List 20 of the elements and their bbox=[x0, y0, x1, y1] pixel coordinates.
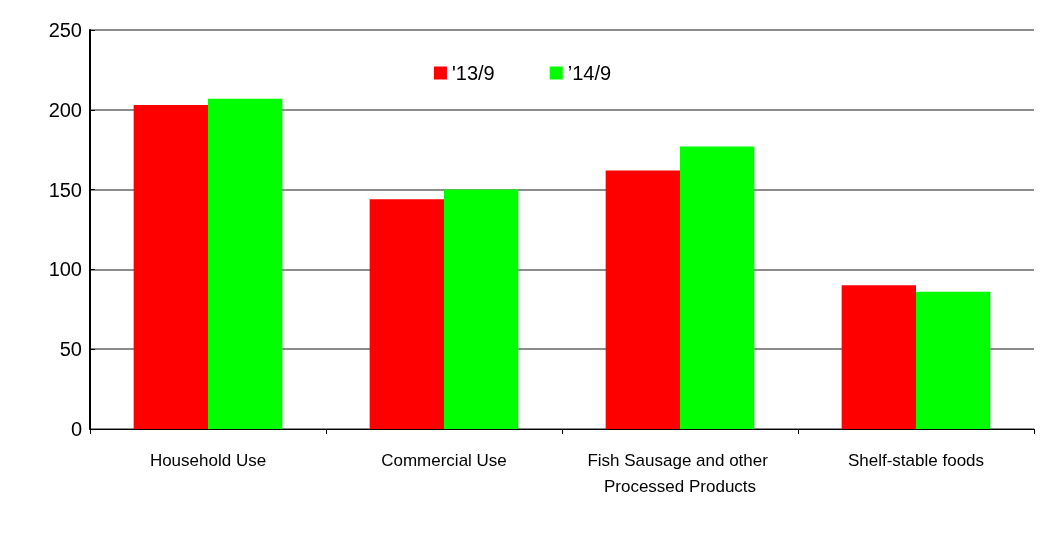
bar bbox=[605, 170, 680, 429]
bar bbox=[133, 105, 208, 429]
y-tick-label: 100 bbox=[48, 258, 82, 281]
x-tick-label: Commercial Use bbox=[381, 450, 507, 470]
y-tick-label: 200 bbox=[48, 98, 82, 121]
x-tick-label: Fish Sausage and other Processed Products bbox=[587, 450, 773, 496]
bar bbox=[916, 291, 991, 429]
bar bbox=[680, 146, 755, 429]
y-tick-label: 50 bbox=[59, 338, 82, 361]
bar bbox=[841, 285, 916, 429]
legend-label: '13/9 bbox=[451, 62, 495, 84]
y-tick-label: 150 bbox=[48, 178, 82, 201]
bar bbox=[444, 189, 519, 429]
x-tick-label: Shelf-stable foods bbox=[847, 450, 985, 470]
y-tick-label: 250 bbox=[48, 19, 82, 41]
bar bbox=[208, 98, 283, 429]
bar bbox=[369, 199, 444, 429]
x-tick-label: Household Use bbox=[149, 450, 267, 470]
legend-label: ’14/9 bbox=[567, 62, 612, 84]
y-tick-label: 0 bbox=[70, 418, 82, 440]
